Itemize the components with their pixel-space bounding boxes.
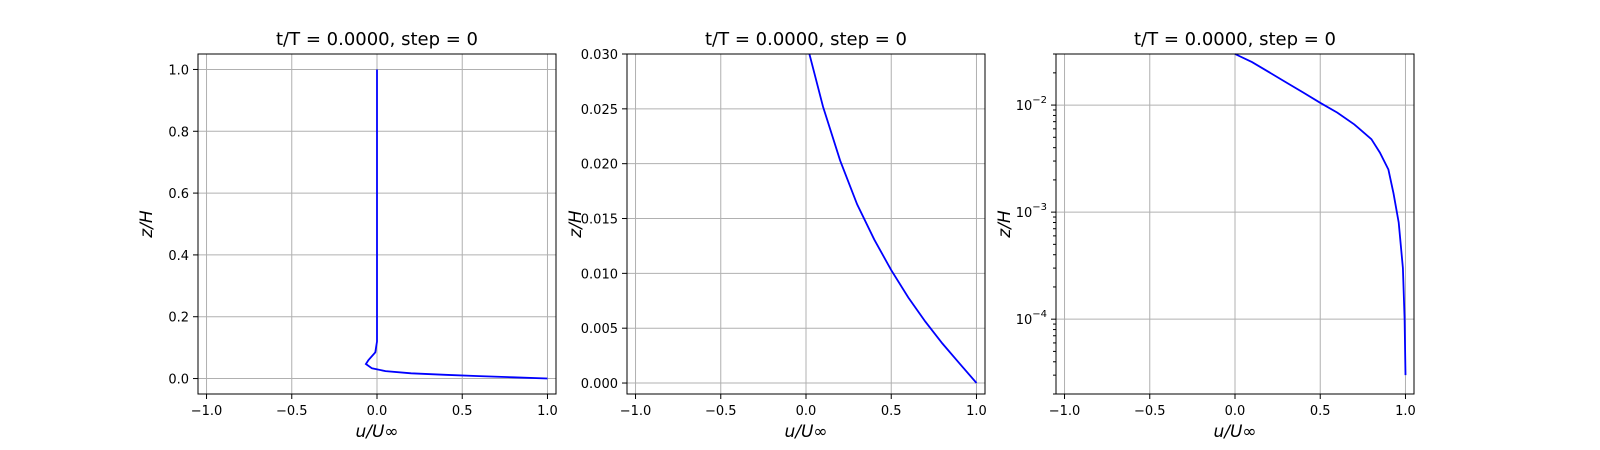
y-tick-label: 10−2 xyxy=(1016,95,1047,114)
x-tick-label: 1.0 xyxy=(1395,404,1416,419)
y-axis-label: z/H xyxy=(137,210,157,239)
subplot-2: −1.0 −0.5 0.0 0.5 1.0 0.000 0.005 0.010 0.015 0.0… xyxy=(566,29,987,442)
x-tick-label: 0.0 xyxy=(1225,404,1246,419)
y-tick-label: 0.6 xyxy=(168,187,189,202)
x-tick-label: −1.0 xyxy=(1049,404,1081,419)
x-tick-label: 1.0 xyxy=(537,404,558,419)
y-tick-label: 1.0 xyxy=(168,63,189,78)
subplot-title: t/T = 0.0000, step = 0 xyxy=(276,29,478,50)
y-tick-label: 0.030 xyxy=(581,48,618,63)
subplot-3: −1.0 −0.5 0.0 0.5 1.0 10−4 10−3 10−2 t/T = 0.00… xyxy=(995,29,1416,442)
x-tick-label: −1.0 xyxy=(620,404,652,419)
x-tick-label: 0.5 xyxy=(452,404,473,419)
x-tick-label: 0.0 xyxy=(796,404,817,419)
y-tick-label: 0.025 xyxy=(581,103,618,118)
x-axis-label: u/U∞ xyxy=(1213,422,1256,442)
y-tick-label: 0.4 xyxy=(168,249,189,264)
subplot-title: t/T = 0.0000, step = 0 xyxy=(705,29,907,50)
y-tick-label: 0.005 xyxy=(581,322,618,337)
y-tick-label: 0.020 xyxy=(581,158,618,173)
y-tick-label: 0.8 xyxy=(168,125,189,140)
y-tick-label: 10−4 xyxy=(1016,309,1047,328)
subplot-1: −1.0 −0.5 0.0 0.5 1.0 0.0 0.2 0.4 0.6 0.8 1.0 t/T … xyxy=(137,29,558,442)
velocity-profile-line xyxy=(1234,53,1407,376)
y-tick-label: 0.010 xyxy=(581,267,618,282)
y-axis-label: z/H xyxy=(995,210,1015,239)
y-tick-label: 10−3 xyxy=(1016,202,1047,221)
y-axis-label: z/H xyxy=(566,210,586,239)
x-tick-label: 0.0 xyxy=(367,404,388,419)
x-tick-label: −1.0 xyxy=(191,404,223,419)
x-tick-label: −0.5 xyxy=(276,404,308,419)
x-tick-label: 0.5 xyxy=(1310,404,1331,419)
x-tick-label: 0.5 xyxy=(881,404,902,419)
x-axis-label: u/U∞ xyxy=(784,422,827,442)
y-tick-label: 0.015 xyxy=(581,213,618,228)
x-tick-label: 1.0 xyxy=(966,404,987,419)
x-axis-label: u/U∞ xyxy=(355,422,398,442)
y-tick-label: 0.2 xyxy=(168,311,189,326)
x-tick-label: −0.5 xyxy=(705,404,737,419)
velocity-profile-line xyxy=(808,53,978,384)
subplot-title: t/T = 0.0000, step = 0 xyxy=(1134,29,1336,50)
y-tick-label: 0.0 xyxy=(168,373,189,388)
velocity-profile-line xyxy=(364,69,548,380)
x-tick-label: −0.5 xyxy=(1134,404,1166,419)
y-tick-label: 0.000 xyxy=(581,377,618,392)
